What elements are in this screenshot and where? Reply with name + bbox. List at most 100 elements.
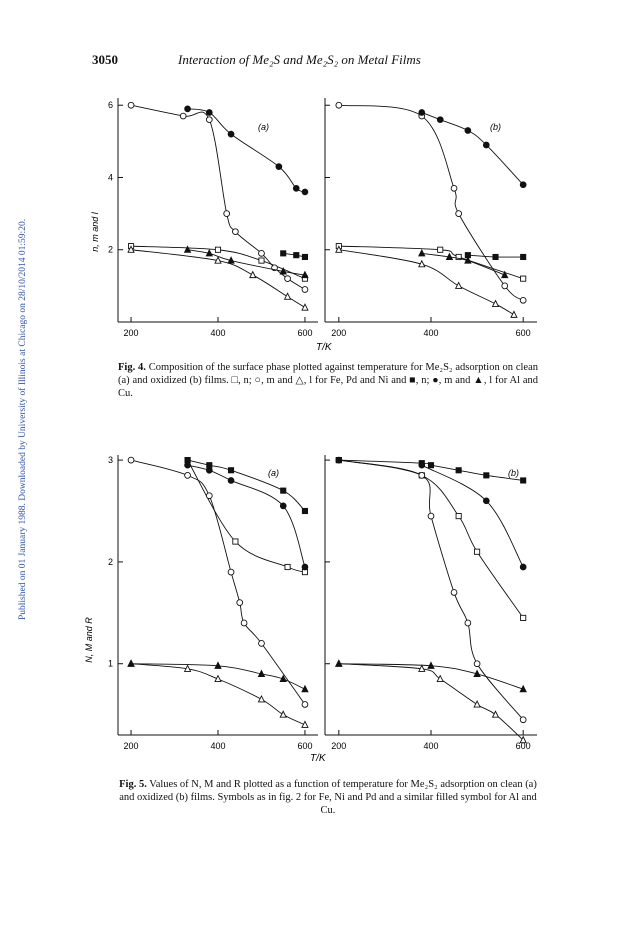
figure-4-caption: Fig. 4. Composition of the surface phase… (118, 361, 538, 400)
open-triangle-point (283, 292, 292, 300)
open-triangle-point (257, 694, 266, 703)
figure-4: n, m and l (a) (b) T/K 200 400 600 2 4 6 200 40… (90, 98, 537, 353)
open-circle-point (205, 492, 213, 500)
open-square-series-line (187, 459, 306, 573)
x-tick-label: 200 (124, 328, 139, 338)
filled-triangle-point (301, 270, 309, 279)
filled-triangle-point (257, 669, 266, 677)
y-tick-label: 4 (108, 172, 113, 182)
filled-square-point (520, 253, 527, 261)
open-circle-point (240, 619, 248, 627)
open-circle-point (301, 286, 309, 293)
filled-circle-series-line (421, 464, 524, 568)
x-tick-label: 200 (331, 741, 346, 751)
y-tick-label: 2 (108, 557, 113, 567)
filled-triangle-point (183, 245, 192, 253)
open-square-point (437, 246, 444, 253)
open-triangle-point (279, 710, 287, 718)
open-circle-point (450, 589, 458, 596)
open-circle-point (464, 619, 472, 627)
figure-5-caption: Fig. 5. Values of N, M and R plotted as … (118, 778, 538, 817)
open-square-series-line (338, 245, 524, 280)
figure-4-panel-a-label: (a) (258, 122, 269, 132)
filled-circle-point (227, 130, 235, 138)
filled-triangle-point (445, 252, 454, 261)
filled-square-point (492, 253, 499, 261)
open-triangle-point (214, 674, 222, 683)
filled-triangle-point (335, 659, 343, 667)
open-triangle-series-line (131, 663, 306, 726)
filled-square-point (280, 487, 287, 494)
filled-circle-point (519, 181, 527, 189)
filled-triangle-point (427, 661, 435, 669)
x-tick-label: 200 (124, 741, 139, 751)
figure-5-panel-a-label: (a) (268, 468, 279, 478)
open-square-point (284, 563, 291, 571)
x-tick-label: 400 (210, 741, 225, 751)
filled-triangle-point (214, 661, 222, 669)
filled-triangle-point (301, 684, 309, 693)
open-square-point (455, 253, 462, 261)
open-circle-point (236, 599, 244, 606)
filled-triangle-point (127, 659, 135, 667)
open-triangle-point (519, 735, 527, 744)
open-circle-point (519, 296, 527, 304)
filled-square-point (301, 507, 309, 515)
open-circle-point (127, 101, 135, 109)
page-number: 3050 (92, 52, 118, 67)
open-circle-point (301, 701, 309, 708)
filled-square-point (227, 467, 235, 474)
fig5-panel-a: 200 400 600 1 2 3 (108, 455, 318, 751)
x-tick-label: 400 (423, 328, 438, 338)
open-square-point (214, 246, 222, 253)
filled-circle-point (184, 105, 191, 113)
open-circle-point (418, 472, 426, 479)
x-tick-label: 600 (297, 741, 312, 751)
x-tick-label: 600 (516, 741, 531, 751)
open-circle-series-line (338, 459, 524, 721)
fig4-panel-b: 200 400 600 (324, 98, 537, 338)
open-circle-point (227, 568, 235, 576)
filled-triangle-series-line (338, 663, 524, 690)
open-circle-point (232, 228, 239, 236)
open-circle-point (258, 250, 265, 257)
open-circle-point (127, 456, 135, 464)
x-tick-label: 400 (423, 741, 438, 751)
running-title: Interaction of Me₂S and Me₂S₂ on Metal F… (178, 52, 421, 67)
filled-square-series-line (187, 459, 306, 512)
figure-4-caption-label: Fig. 4. (118, 362, 146, 373)
figure-4-panel-b-label: (b) (490, 122, 501, 132)
open-triangle-point (249, 270, 257, 279)
filled-triangle-point (473, 669, 481, 677)
open-triangle-point (436, 674, 444, 683)
filled-circle-point (519, 563, 527, 571)
fig5-panel-b: 200 400 600 (324, 455, 537, 751)
figure-5-caption-text: Values of N, M and R plotted as a functi… (119, 779, 537, 816)
open-square-point (520, 614, 527, 621)
y-tick-label: 1 (108, 659, 113, 669)
filled-circle-point (464, 127, 472, 134)
open-circle-point (179, 112, 187, 120)
filled-triangle-point (279, 674, 287, 683)
figure-5-caption-label: Fig. 5. (119, 779, 147, 790)
open-triangle-point (418, 664, 426, 672)
open-circle-point (519, 716, 527, 724)
filled-square-point (483, 472, 490, 479)
open-circle-point (184, 472, 191, 479)
figure-5: N, M and R (a) (b) T/K 200 400 600 1 2 3 200 40… (84, 455, 537, 764)
open-triangle-point (127, 245, 135, 253)
open-circle-point (335, 101, 343, 109)
filled-circle-point (279, 502, 287, 510)
x-tick-label: 600 (297, 328, 312, 338)
open-circle-point (501, 282, 509, 290)
filled-circle-point (227, 477, 235, 484)
filled-circle-point (301, 188, 309, 196)
open-triangle-point (301, 303, 309, 311)
figure-4-xlabel: T/K (316, 342, 333, 353)
open-triangle-point (510, 310, 518, 318)
filled-circle-point (418, 461, 426, 469)
open-triangle-point (183, 664, 192, 672)
open-triangle-point (418, 259, 426, 268)
open-circle-point (258, 640, 265, 647)
filled-triangle-point (227, 256, 235, 264)
